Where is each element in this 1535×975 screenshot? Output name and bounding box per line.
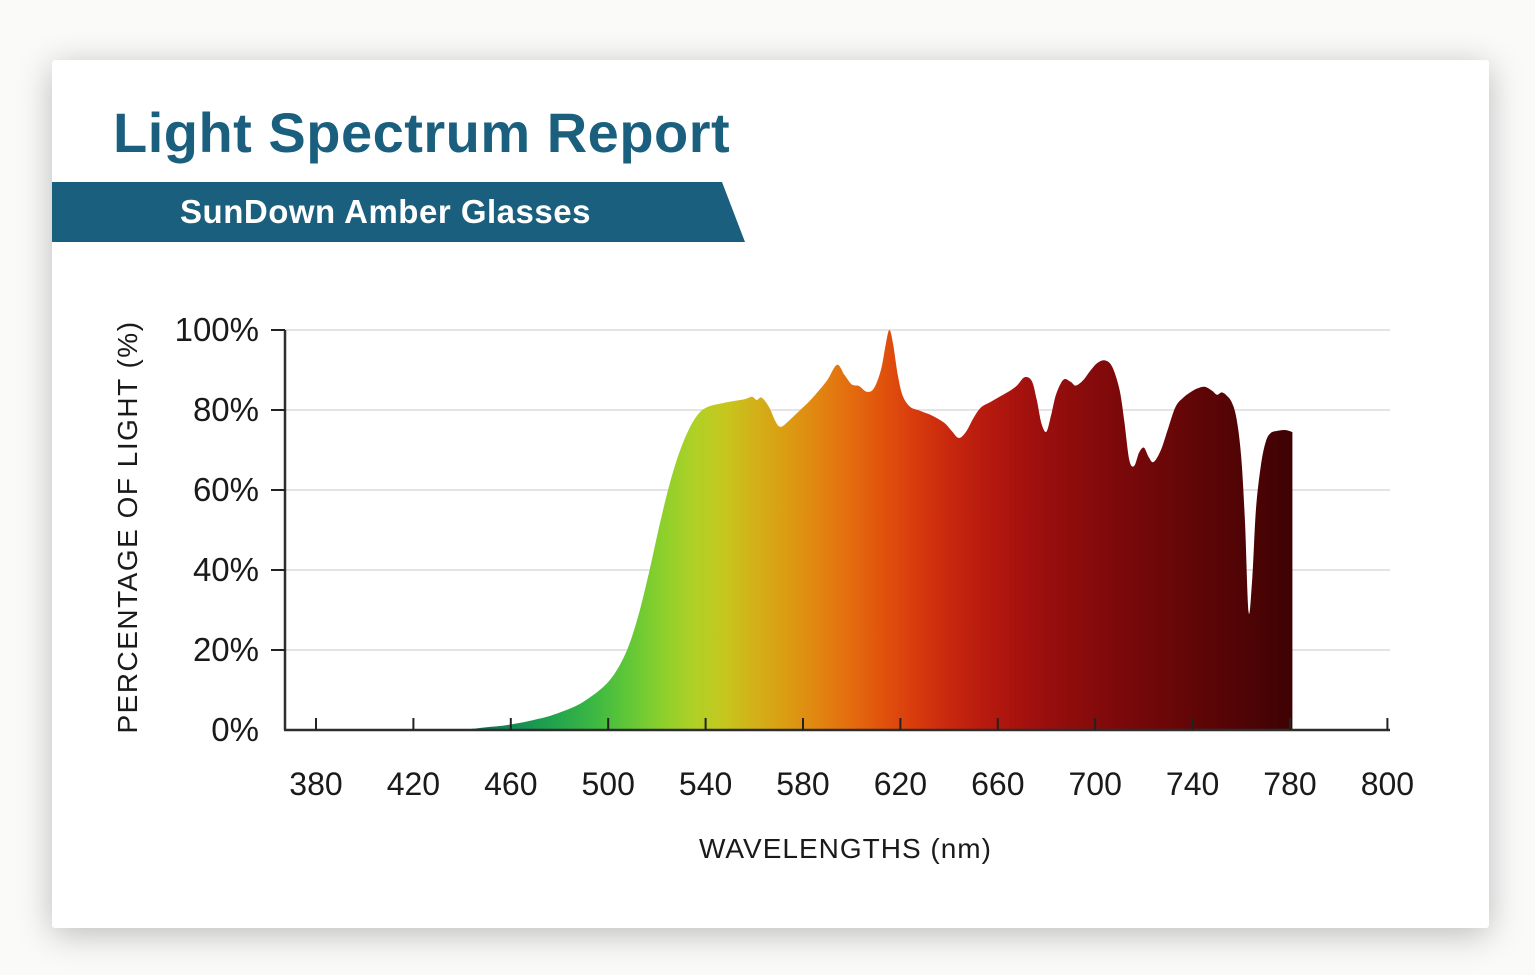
x-tick-label: 540: [679, 766, 732, 802]
subtitle-banner: SunDown Amber Glasses: [52, 182, 745, 242]
report-card: Light Spectrum Report SunDown Amber Glas…: [52, 60, 1489, 928]
y-tick-label: 20%: [193, 631, 259, 668]
x-tick-label: 580: [776, 766, 829, 802]
x-tick-label: 740: [1166, 766, 1219, 802]
spectrum-area-chart: 380 420 460 500 540 580 620 660 700 740 780 800 0% 20…: [100, 305, 1480, 905]
y-tick-label: 0%: [211, 711, 259, 748]
chart-svg: 380 420 460 500 540 580 620 660 700 740 780 800 0% 20…: [112, 311, 1414, 864]
x-tick-label: 620: [874, 766, 927, 802]
x-tick-label: 800: [1361, 766, 1414, 802]
x-tick-label: 460: [484, 766, 537, 802]
x-tick-label: 380: [289, 766, 342, 802]
x-tick-label: 500: [582, 766, 635, 802]
x-tick-label: 700: [1069, 766, 1122, 802]
subtitle-banner-label: SunDown Amber Glasses: [180, 193, 591, 230]
x-tick-label: 780: [1263, 766, 1316, 802]
x-tick-label: 420: [387, 766, 440, 802]
y-axis-ticks: 0% 20% 40% 60% 80% 100%: [175, 311, 285, 748]
axes: [283, 330, 1390, 732]
x-axis-ticks: 380 420 460 500 540 580 620 660 700 740 780 800: [289, 718, 1414, 802]
y-tick-label: 40%: [193, 551, 259, 588]
y-tick-label: 80%: [193, 391, 259, 428]
x-axis-title: WAVELENGTHS (nm): [699, 833, 992, 864]
spectrum-area: [462, 330, 1293, 730]
report-title: Light Spectrum Report: [113, 101, 731, 164]
x-tick-label: 660: [971, 766, 1024, 802]
y-tick-label: 60%: [193, 471, 259, 508]
y-tick-label: 100%: [175, 311, 259, 348]
y-axis-title: PERCENTAGE OF LIGHT (%): [112, 320, 143, 733]
